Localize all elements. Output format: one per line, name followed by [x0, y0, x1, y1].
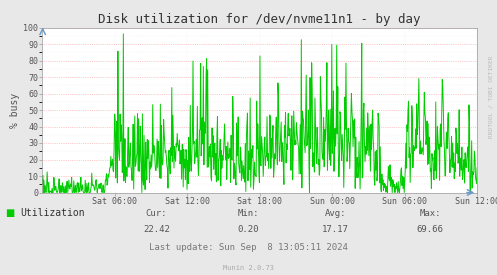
Text: 0.20: 0.20: [238, 225, 259, 234]
Text: Avg:: Avg:: [325, 209, 346, 218]
Text: 17.17: 17.17: [322, 225, 349, 234]
Title: Disk utilization for /dev/nvme11n1 - by day: Disk utilization for /dev/nvme11n1 - by …: [98, 13, 421, 26]
Text: Munin 2.0.73: Munin 2.0.73: [223, 265, 274, 271]
Text: 69.66: 69.66: [416, 225, 443, 234]
Text: 22.42: 22.42: [143, 225, 170, 234]
Text: Min:: Min:: [238, 209, 259, 218]
Text: Utilization: Utilization: [20, 208, 84, 218]
Text: Max:: Max:: [419, 209, 441, 218]
Y-axis label: % busy: % busy: [10, 92, 20, 128]
Text: Cur:: Cur:: [146, 209, 167, 218]
Text: RRDTOOL / TOBI OETIKER: RRDTOOL / TOBI OETIKER: [489, 55, 494, 138]
Text: Last update: Sun Sep  8 13:05:11 2024: Last update: Sun Sep 8 13:05:11 2024: [149, 243, 348, 252]
Text: ■: ■: [5, 208, 14, 218]
